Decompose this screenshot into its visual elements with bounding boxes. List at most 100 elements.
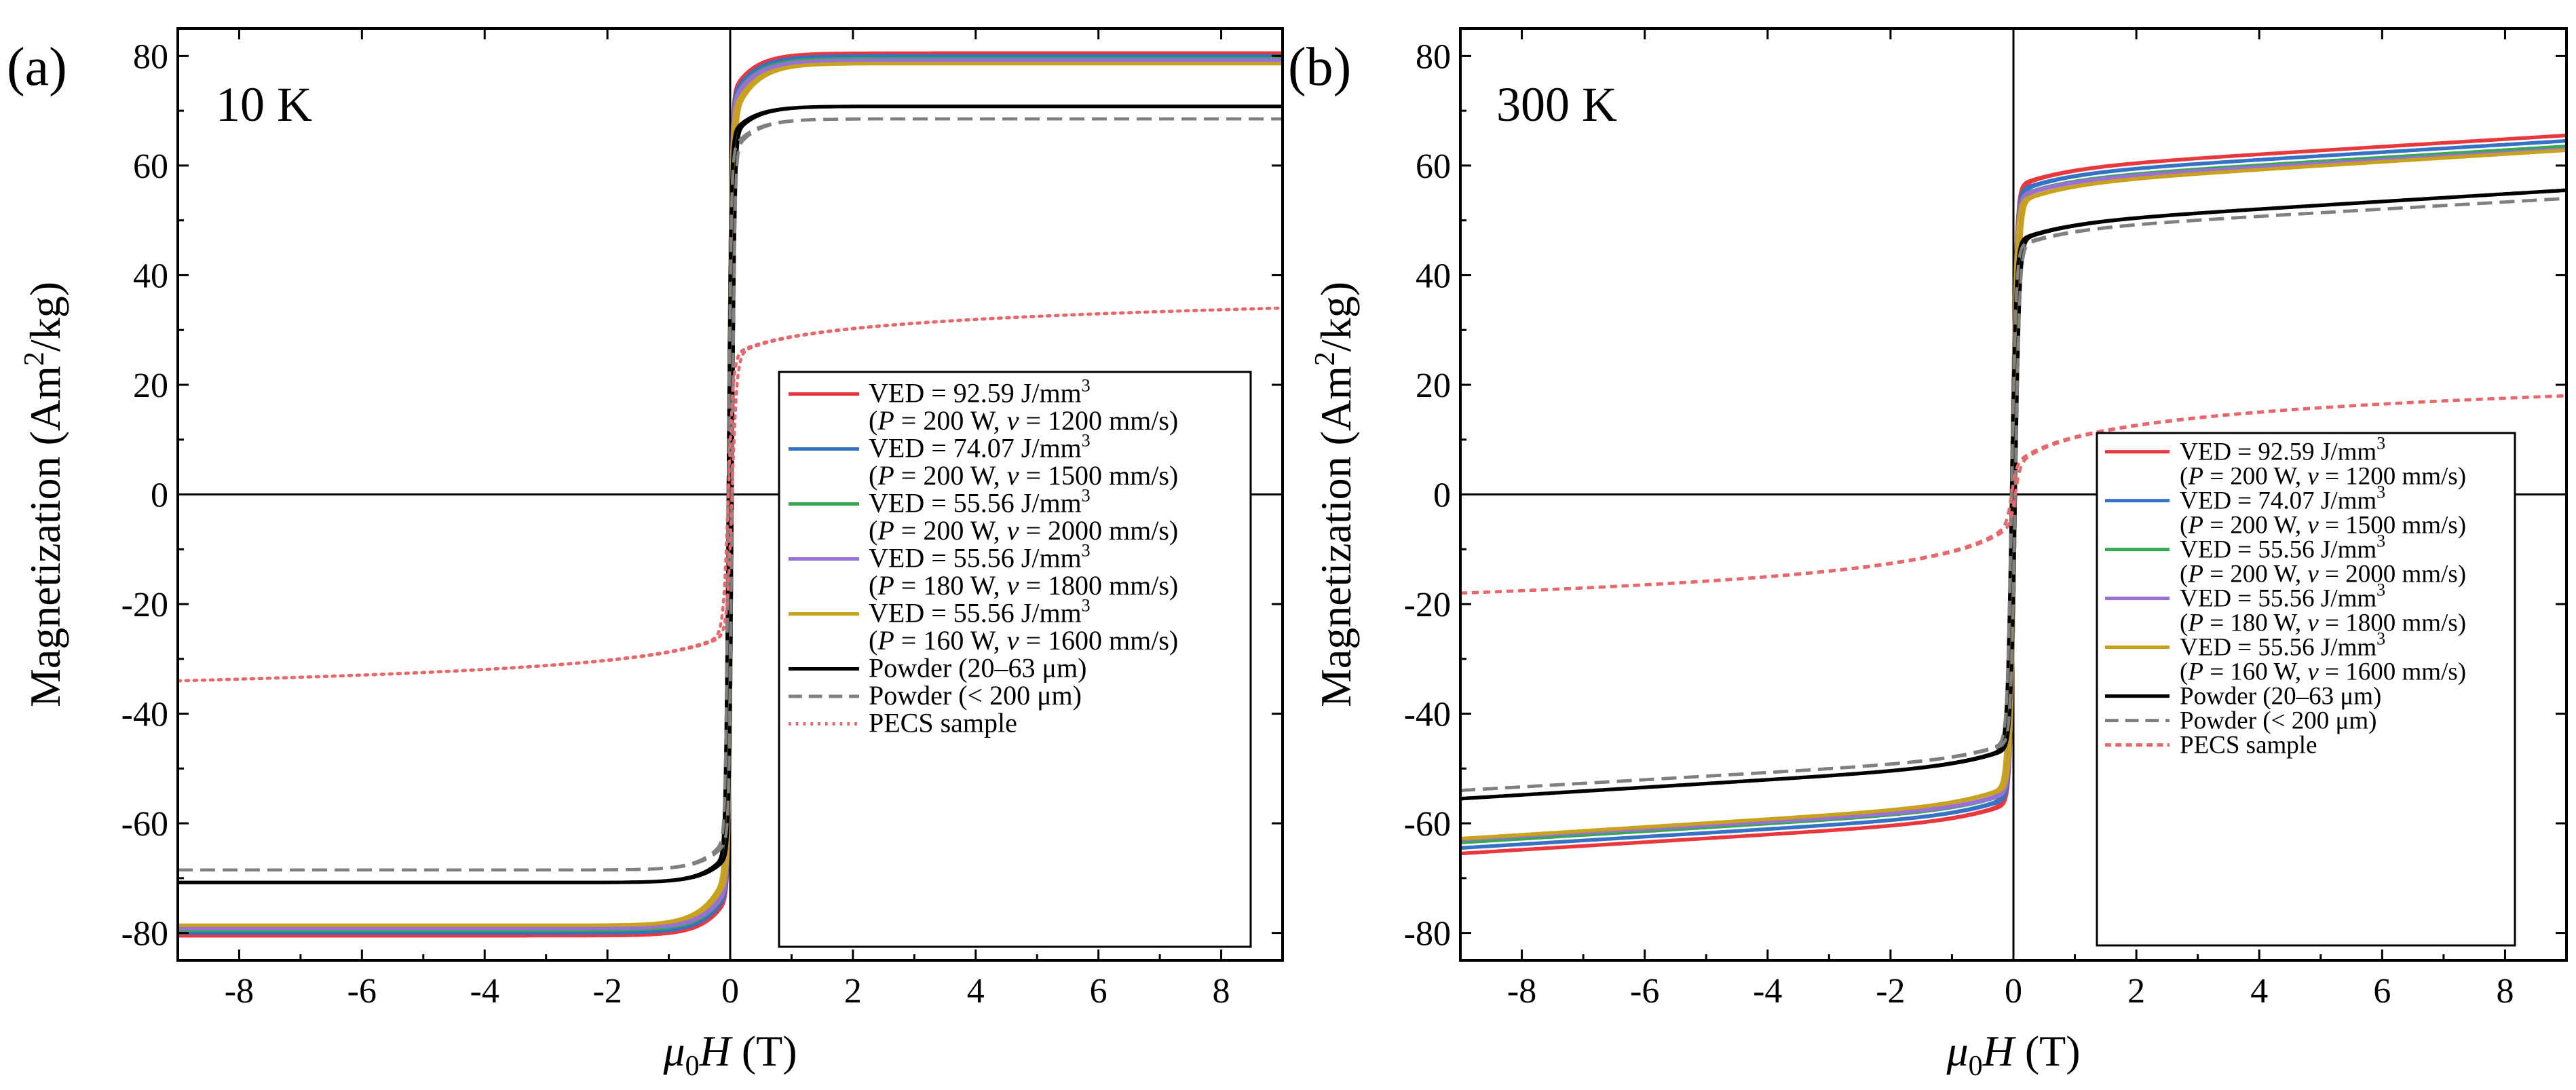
x-tick-label: 6 — [2373, 972, 2391, 1011]
legend-label-main: Powder (< 200 μm) — [869, 680, 1082, 711]
legend-params-segment: v — [2307, 658, 2319, 686]
series-line-7-descending — [178, 117, 1283, 871]
legend-label-main: VED = 55.56 J/mm — [869, 543, 1082, 574]
y-tick-label: 60 — [1416, 147, 1451, 186]
legend-params-3: (P = 200 W, v = 2000 mm/s) — [869, 515, 1178, 546]
legend-label-superscript: 3 — [2376, 483, 2385, 502]
legend: VED = 92.59 J/mm3(P = 200 W, v = 1200 mm… — [778, 371, 1252, 948]
series-group — [1460, 133, 2566, 856]
legend-label-main: VED = 92.59 J/mm — [869, 378, 1082, 409]
legend-box — [778, 371, 1252, 948]
legend-params-5: (P = 160 W, v = 1600 mm/s) — [869, 625, 1178, 656]
legend-params-segment: = 200 W, — [2203, 463, 2307, 491]
legend-label-5: VED = 55.56 J/mm3 — [869, 596, 1091, 628]
legend-label-superscript: 3 — [1082, 541, 1091, 561]
legend-label-6: Powder (20–63 μm) — [869, 653, 1086, 683]
legend-params-segment: = 1800 mm/s) — [1019, 570, 1178, 601]
x-tick-label: -4 — [470, 972, 499, 1011]
x-axis: -8 -6 -4 -2 0 2 4 6 8 — [1459, 29, 2568, 1011]
legend-label-main: Powder (20–63 μm) — [2180, 683, 2381, 711]
legend-params-segment: P — [2187, 658, 2203, 686]
legend-params-segment: P — [2187, 561, 2203, 588]
temperature-label: 300 K — [1496, 77, 1617, 132]
x-tick-label: -2 — [1876, 972, 1905, 1011]
y-axis-title: Magnetization (Am2/kg) — [1310, 282, 1360, 707]
y-tick-label: 20 — [133, 367, 168, 405]
legend-params-segment: = 1500 mm/s) — [1019, 460, 1178, 491]
legend-label-1: VED = 92.59 J/mm3 — [869, 376, 1091, 409]
y-title-main: Magnetization (Am — [1312, 366, 1360, 707]
legend-label-superscript: 3 — [1082, 486, 1091, 506]
y-title-superscript: 2 — [19, 352, 50, 366]
x-tick-label: 0 — [2005, 972, 2022, 1011]
legend-label-3: VED = 55.56 J/mm3 — [2180, 531, 2385, 564]
x-axis-title: μ0H (T) — [1946, 1027, 2080, 1082]
series-line-7-descending — [1460, 196, 2566, 792]
legend-label-4: VED = 55.56 J/mm3 — [869, 541, 1091, 574]
y-tick-label: -40 — [1404, 696, 1451, 734]
legend-label-main: PECS sample — [869, 708, 1017, 738]
legend-params-segment: ( — [2180, 658, 2188, 686]
y-tick-label: 40 — [133, 257, 168, 295]
series-line-6-descending — [1460, 188, 2566, 801]
legend-params-segment: P — [2187, 463, 2203, 491]
x-title-unit: (T) — [731, 1027, 797, 1075]
legend-params-segment: = 180 W, — [894, 570, 1007, 601]
legend-label-main: VED = 74.07 J/mm — [869, 433, 1082, 464]
legend-label-main: VED = 55.56 J/mm — [2180, 585, 2376, 613]
legend-params-segment: = 1200 mm/s) — [2319, 463, 2466, 491]
legend: VED = 92.59 J/mm3(P = 200 W, v = 1200 mm… — [2096, 432, 2516, 947]
series-line-8-descending — [1460, 394, 2566, 595]
y-tick-label: -40 — [121, 696, 168, 734]
x-tick-label: 8 — [1213, 972, 1230, 1011]
legend-label-3: VED = 55.56 J/mm3 — [869, 486, 1091, 519]
y-tick-label: -60 — [1404, 805, 1451, 844]
x-axis: -8 -6 -4 -2 0 2 4 6 8 — [176, 29, 1284, 1011]
legend-params-segment: v — [1007, 570, 1019, 601]
legend-params-1: (P = 200 W, v = 1200 mm/s) — [2180, 463, 2466, 491]
legend-params-segment: v — [2307, 561, 2319, 588]
legend-label-1: VED = 92.59 J/mm3 — [2180, 434, 2385, 466]
x-title-unit: (T) — [2014, 1027, 2081, 1075]
legend-params-segment: = 180 W, — [2203, 609, 2307, 637]
panel-letter: (a) — [7, 37, 67, 97]
legend-params-segment: = 200 W, — [894, 405, 1007, 436]
legend-label-7: Powder (< 200 μm) — [2180, 707, 2376, 735]
y-tick-label: -80 — [121, 915, 168, 954]
x-title-mu: μ — [662, 1027, 685, 1075]
legend-params-4: (P = 180 W, v = 1800 mm/s) — [2180, 609, 2466, 637]
y-tick-label: 0 — [1433, 476, 1451, 515]
legend-params-segment: = 1600 mm/s) — [2319, 658, 2466, 686]
legend-params-segment: ( — [2180, 561, 2188, 588]
legend-label-7: Powder (< 200 μm) — [869, 680, 1082, 711]
panel-letter: (b) — [1288, 37, 1351, 97]
x-title-subscript: 0 — [1969, 1051, 1983, 1082]
x-tick-label: -8 — [225, 972, 254, 1011]
legend-params-2: (P = 200 W, v = 1500 mm/s) — [2180, 512, 2466, 540]
legend-params-2: (P = 200 W, v = 1500 mm/s) — [869, 460, 1178, 491]
legend-params-segment: = 200 W, — [894, 515, 1007, 546]
legend-params-segment: ( — [869, 570, 877, 601]
legend-params-segment: = 200 W, — [2203, 512, 2307, 540]
legend-params-3: (P = 200 W, v = 2000 mm/s) — [2180, 561, 2466, 588]
series-group — [178, 51, 1283, 938]
x-tick-label: -6 — [1630, 972, 1659, 1011]
legend-label-5: VED = 55.56 J/mm3 — [2180, 629, 2385, 662]
legend-label-main: VED = 55.56 J/mm — [869, 488, 1082, 519]
x-tick-label: -6 — [347, 972, 377, 1011]
legend-params-segment: ( — [2180, 463, 2188, 491]
x-tick-label: 6 — [1090, 972, 1107, 1011]
legend-params-segment: ( — [2180, 609, 2188, 637]
x-tick-label: 4 — [967, 972, 985, 1011]
y-tick-label: 20 — [1416, 367, 1451, 405]
x-axis-title: μ0H (T) — [662, 1027, 797, 1082]
x-tick-label: 8 — [2496, 972, 2514, 1011]
legend-params-4: (P = 180 W, v = 1800 mm/s) — [869, 570, 1178, 601]
legend-label-main: VED = 74.07 J/mm — [2180, 487, 2376, 515]
y-tick-label: -20 — [1404, 586, 1451, 624]
x-tick-label: -4 — [1753, 972, 1782, 1011]
legend-params-segment: ( — [869, 405, 877, 436]
legend-label-superscript: 3 — [2376, 629, 2385, 649]
x-tick-label: -2 — [592, 972, 622, 1011]
